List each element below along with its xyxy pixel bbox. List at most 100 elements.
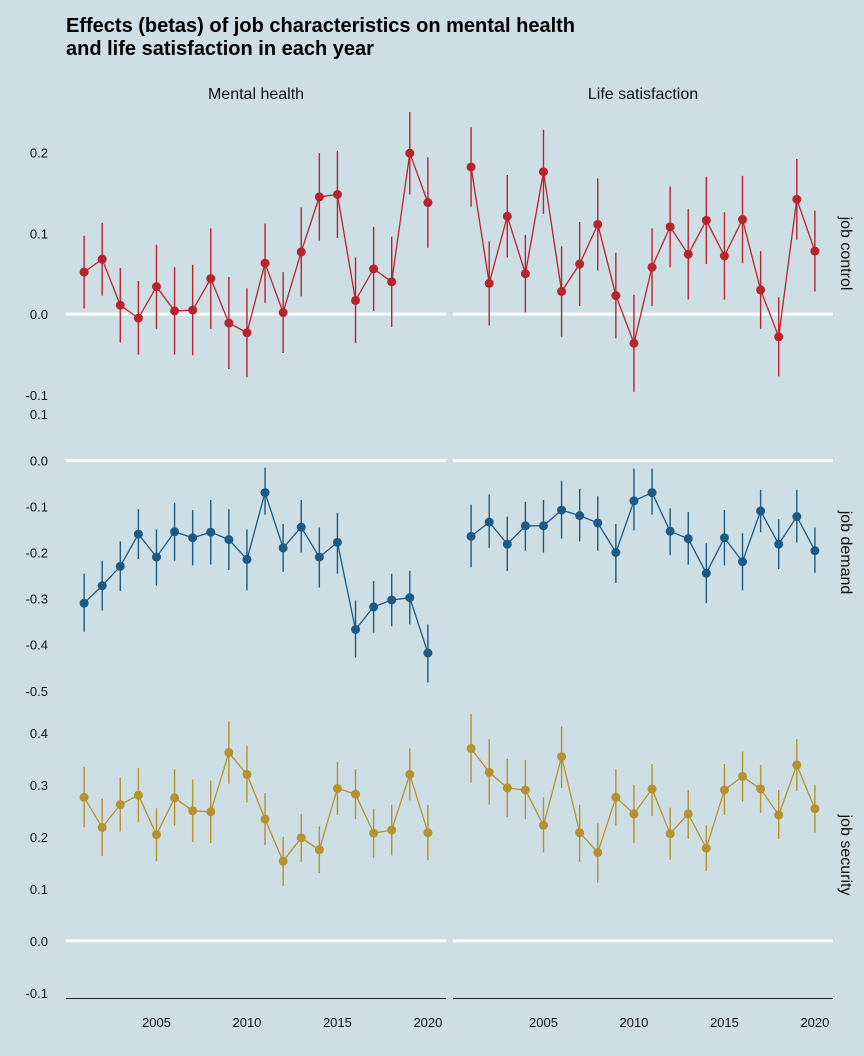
data-point (423, 198, 433, 208)
data-point (206, 807, 216, 817)
data-point (557, 752, 567, 762)
row-label-job-security: job security (837, 814, 854, 896)
data-point (629, 809, 639, 819)
row-strip-labels: job control job demand job security (837, 216, 854, 896)
y-tick-label-job-security: 0.1 (30, 882, 48, 897)
x-tick-label: 2005 (142, 1015, 171, 1030)
data-point (611, 291, 621, 301)
data-point (756, 285, 766, 295)
data-point (97, 254, 107, 264)
data-point (774, 810, 784, 820)
series-line (470, 748, 816, 854)
data-point (719, 251, 729, 261)
data-point (466, 531, 476, 541)
data-point (224, 318, 234, 328)
data-point (224, 748, 234, 758)
data-point (575, 828, 585, 838)
data-point (520, 785, 530, 795)
data-point (133, 313, 143, 323)
series-line (470, 491, 816, 575)
data-point (611, 792, 621, 802)
data-point (719, 785, 729, 795)
data-point (484, 517, 494, 527)
series-line (83, 152, 429, 334)
data-point (738, 215, 748, 225)
data-point (260, 258, 270, 268)
panel-job-control-life-satisfaction (453, 127, 833, 392)
x-tick-label: 2015 (710, 1015, 739, 1030)
data-point (351, 789, 361, 799)
column-strip-labels: Mental health Life satisfaction (208, 86, 698, 103)
data-point (224, 535, 234, 545)
data-point (133, 529, 143, 539)
data-point (502, 539, 512, 549)
series-line (83, 490, 429, 654)
data-point (774, 332, 784, 342)
panel-job-security-life-satisfaction (453, 714, 833, 943)
y-tick-label-job-security: 0.3 (30, 778, 48, 793)
x-tick-label: 2015 (323, 1015, 352, 1030)
data-point (79, 598, 89, 608)
data-point (738, 557, 748, 567)
y-tick-label-job-demand: -0.4 (26, 638, 48, 653)
data-point (151, 830, 161, 840)
data-point (242, 554, 252, 564)
data-point (611, 548, 621, 557)
y-tick-label-job-demand: -0.1 (26, 499, 48, 514)
panel-job-demand-mental-health (66, 458, 446, 683)
y-tick-label-job-control: -0.1 (26, 388, 48, 403)
data-point (242, 769, 252, 779)
data-point (170, 793, 180, 803)
data-point (538, 521, 548, 531)
panel-job-security-mental-health (66, 721, 446, 943)
data-point (484, 278, 494, 288)
panel-job-control-mental-health (66, 112, 446, 378)
data-point (151, 282, 161, 292)
y-tick-label-job-demand: 0.0 (30, 453, 48, 468)
data-point (369, 602, 379, 612)
chart-title-line-1: Effects (betas) of job characteristics o… (66, 15, 576, 37)
x-axis-mental-health: 2005 2010 2015 2020 (66, 998, 446, 1030)
data-point (296, 247, 306, 257)
y-tick-label-job-security: 0.4 (30, 726, 48, 741)
data-point (701, 843, 711, 853)
data-point (701, 215, 711, 225)
data-point (665, 829, 675, 839)
data-point (484, 767, 494, 777)
data-point (115, 561, 125, 571)
data-point (387, 825, 397, 835)
data-point (387, 595, 397, 605)
data-point (115, 300, 125, 310)
data-point (242, 328, 252, 338)
data-point (351, 295, 361, 305)
data-point (538, 167, 548, 177)
data-point (593, 219, 603, 229)
x-tick-label: 2020 (413, 1015, 442, 1030)
data-point (575, 259, 585, 269)
data-point (188, 806, 198, 816)
data-point (665, 526, 675, 536)
data-point (557, 505, 567, 515)
data-point (774, 539, 784, 549)
y-tick-label-job-security: -0.1 (26, 986, 48, 1001)
data-point (593, 847, 603, 857)
y-tick-label-job-demand: 0.1 (30, 407, 48, 422)
data-point (520, 269, 530, 279)
data-point (332, 189, 342, 199)
data-point (369, 264, 379, 274)
data-point (792, 512, 802, 522)
x-axis-life-satisfaction: 2005 2010 2015 2020 (453, 998, 833, 1030)
column-label-mental-health: Mental health (208, 86, 304, 103)
data-point (810, 546, 820, 556)
y-tick-label-job-control: 0.1 (30, 226, 48, 241)
data-point (629, 496, 639, 506)
data-point (260, 814, 270, 824)
data-point (296, 522, 306, 532)
data-point (629, 338, 639, 348)
data-point (278, 856, 288, 866)
data-point (810, 804, 820, 814)
data-point (792, 194, 802, 204)
data-point (502, 211, 512, 221)
data-point (719, 533, 729, 543)
data-point (502, 783, 512, 793)
